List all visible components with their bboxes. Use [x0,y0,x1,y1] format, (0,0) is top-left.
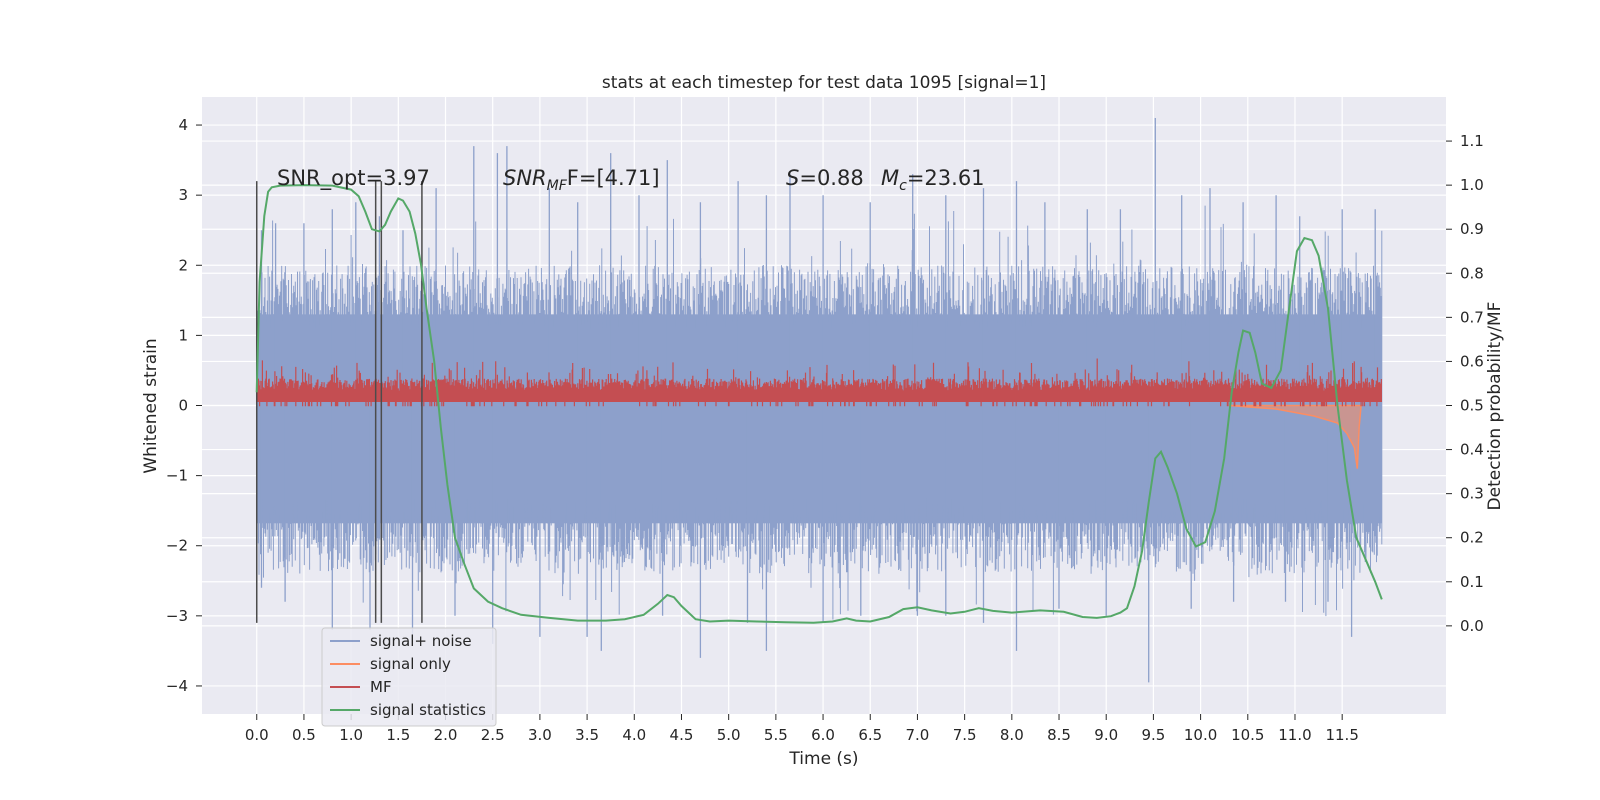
y2-tick-label: 0.7 [1460,308,1484,326]
legend-label-signal-statistics: signal statistics [370,701,486,719]
y-tick-label: 4 [178,116,188,134]
y2-tick-label: 0.5 [1460,397,1484,415]
noise-peaks [260,118,1376,683]
y2-tick-label: 1.0 [1460,176,1484,194]
y2-tick-label: 0.8 [1460,264,1484,282]
y-tick-label: 3 [178,186,188,204]
snr-opt-annotation: SNR_opt=3.97 [277,166,430,191]
y2-tick-label: 0.2 [1460,529,1484,547]
legend-box [321,627,497,727]
series-signal-statistics [255,184,1383,624]
legend: signal+ noise signal only MF signal stat… [321,627,497,727]
y-tick-label: 2 [178,256,188,274]
y2-tick-label: 0.1 [1460,573,1484,591]
chart-title: stats at each timestep for test data 109… [602,73,1046,93]
y2-tick-label: 0.9 [1460,220,1484,238]
snr-mf-subscript: MF [547,178,568,194]
y-tick-label: −1 [166,467,188,485]
snr-mf-annotation: SNRMFF=[4.71] [503,166,660,194]
x-tick-label: 2.0 [434,726,458,744]
x-tick-label: 1.0 [339,726,363,744]
x-tick-label: 0.0 [245,726,269,744]
y-tick-label: −4 [166,677,188,695]
snr-mf-label: SNR [503,166,547,190]
x-tick-label: 2.5 [481,726,505,744]
x-tick-label: 1.5 [386,726,410,744]
x-tick-label: 10.5 [1231,726,1264,744]
y2-tick-label: 0.4 [1460,441,1484,459]
y2-tick-label: 0.0 [1460,617,1484,635]
legend-label-signal-only: signal only [370,655,451,673]
mc-subscript: c [899,178,907,194]
x-tick-label: 4.5 [670,726,694,744]
y-tick-label: 1 [178,326,188,344]
series-signal-only [1228,404,1362,469]
x-tick-label: 9.5 [1141,726,1165,744]
snr-mf-value: F=[4.71] [567,166,660,190]
s-annotation: S=0.88 [786,166,864,190]
x-tick-label: 0.5 [292,726,316,744]
y2-tick-label: 1.1 [1460,132,1484,150]
x-tick-label: 5.0 [717,726,741,744]
y2-axis-title: Detection probability/MF [1485,302,1505,511]
mc-annotation: Mc=23.61 [881,166,985,194]
x-tick-label: 8.5 [1047,726,1071,744]
x-tick-label: 6.5 [858,726,882,744]
x-tick-label: 11.0 [1278,726,1311,744]
y2-tick-label: 0.3 [1460,485,1484,503]
x-tick-label: 6.0 [811,726,835,744]
y-tick-label: −2 [166,537,188,555]
x-tick-label: 7.0 [906,726,930,744]
x-tick-label: 11.5 [1325,726,1358,744]
legend-label-signal-noise: signal+ noise [370,632,472,650]
x-tick-label: 4.0 [622,726,646,744]
x-tick-label: 3.0 [528,726,552,744]
x-tick-label: 7.5 [953,726,977,744]
series-signal-noise [256,118,1383,683]
y-axis-title: Whitened strain [141,338,161,473]
x-tick-label: 8.0 [1000,726,1024,744]
x-tick-label: 5.5 [764,726,788,744]
series-layer [255,118,1383,683]
y-tick-label: −3 [166,607,188,625]
s-label: S [786,166,799,190]
x-axis-title: Time (s) [788,749,858,769]
y-tick-label: 0 [178,397,188,415]
mc-value: =23.61 [907,166,985,190]
mc-label: M [881,166,899,190]
axes: 0.0 0.5 1.0 1.5 2.0 2.5 3.0 3.5 4.0 4.5 5.0 5.5 6.0 6… [166,116,1484,744]
s-value: =0.88 [799,166,863,190]
x-tick-label: 3.5 [575,726,599,744]
x-tick-label: 9.0 [1094,726,1118,744]
y2-tick-label: 0.6 [1460,352,1484,370]
legend-label-mf: MF [370,678,392,696]
x-tick-label: 10.0 [1184,726,1217,744]
